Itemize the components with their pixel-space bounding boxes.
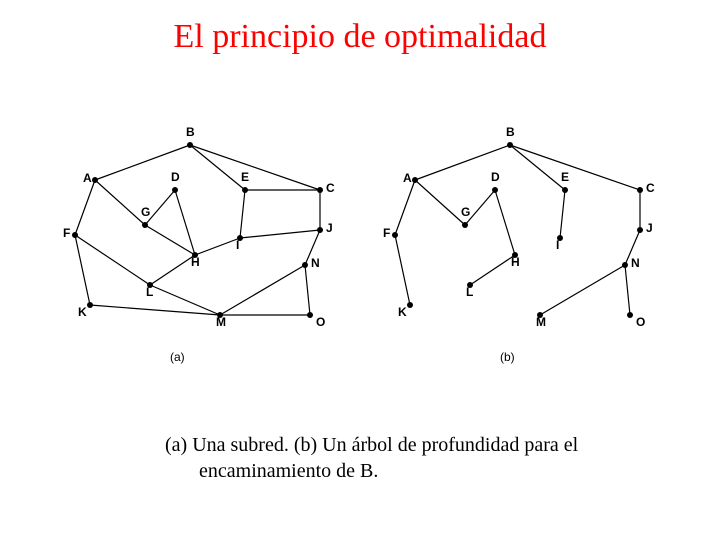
edge-A-F (75, 180, 95, 235)
node-K (87, 302, 93, 308)
node-label-D: D (171, 170, 180, 184)
node-label-I: I (556, 238, 559, 252)
node-C (317, 187, 323, 193)
node-J (317, 227, 323, 233)
node-C (637, 187, 643, 193)
edge-F-L (75, 235, 150, 285)
node-label-O: O (316, 315, 325, 329)
edge-A-F (395, 180, 415, 235)
diagram-area: A B C D E F G H I J K L M N O A B C D E F G H I J K L M N O (a) (b) (60, 120, 660, 380)
node-O (307, 312, 313, 318)
node-label-I: I (236, 238, 239, 252)
node-D (492, 187, 498, 193)
node-E (242, 187, 248, 193)
node-J (637, 227, 643, 233)
node-label-E: E (241, 170, 249, 184)
edge-B-C (510, 145, 640, 190)
node-label-C: C (326, 181, 335, 195)
node-G (462, 222, 468, 228)
node-label-N: N (311, 256, 320, 270)
caption-line2: encaminamiento de B. (199, 460, 378, 482)
node-K (407, 302, 413, 308)
edge-D-H (495, 190, 515, 255)
node-label-B: B (506, 125, 515, 139)
graph-svg (60, 120, 660, 380)
node-F (72, 232, 78, 238)
edge-F-K (395, 235, 410, 305)
node-label-K: K (398, 305, 407, 319)
node-N (622, 262, 628, 268)
edge-A-G (415, 180, 465, 225)
edge-F-K (75, 235, 90, 305)
slide-title: El principio de optimalidad (0, 18, 720, 56)
caption-line1: (a) Una subred. (b) Un árbol de profundi… (165, 434, 578, 456)
node-label-M: M (536, 315, 546, 329)
sublabel-a: (a) (170, 350, 185, 364)
node-N (302, 262, 308, 268)
edge-B-C (190, 145, 320, 190)
edge-H-L (150, 255, 195, 285)
node-label-N: N (631, 256, 640, 270)
node-B (507, 142, 513, 148)
node-label-J: J (646, 221, 653, 235)
edge-N-O (625, 265, 630, 315)
node-label-E: E (561, 170, 569, 184)
node-A (412, 177, 418, 183)
node-D (172, 187, 178, 193)
node-label-L: L (146, 285, 153, 299)
edge-E-I (240, 190, 245, 238)
node-label-O: O (636, 315, 645, 329)
node-B (187, 142, 193, 148)
node-label-H: H (191, 255, 200, 269)
caption: (a) Una subred. (b) Un árbol de profundi… (165, 432, 635, 484)
node-G (142, 222, 148, 228)
node-label-K: K (78, 305, 87, 319)
node-label-A: A (403, 171, 412, 185)
edge-M-N (540, 265, 625, 315)
edge-M-N (220, 265, 305, 315)
node-O (627, 312, 633, 318)
edge-B-E (510, 145, 565, 190)
node-label-D: D (491, 170, 500, 184)
node-label-B: B (186, 125, 195, 139)
edge-B-E (190, 145, 245, 190)
edge-H-I (195, 238, 240, 255)
edge-A-G (95, 180, 145, 225)
edge-E-I (560, 190, 565, 238)
node-label-J: J (326, 221, 333, 235)
edge-I-J (240, 230, 320, 238)
node-label-H: H (511, 255, 520, 269)
node-E (562, 187, 568, 193)
node-label-M: M (216, 315, 226, 329)
node-label-A: A (83, 171, 92, 185)
node-A (92, 177, 98, 183)
sublabel-b: (b) (500, 350, 515, 364)
node-F (392, 232, 398, 238)
node-label-G: G (141, 205, 150, 219)
node-label-G: G (461, 205, 470, 219)
edge-N-O (305, 265, 310, 315)
edge-H-L (470, 255, 515, 285)
node-label-C: C (646, 181, 655, 195)
node-label-L: L (466, 285, 473, 299)
node-label-F: F (63, 226, 70, 240)
node-label-F: F (383, 226, 390, 240)
